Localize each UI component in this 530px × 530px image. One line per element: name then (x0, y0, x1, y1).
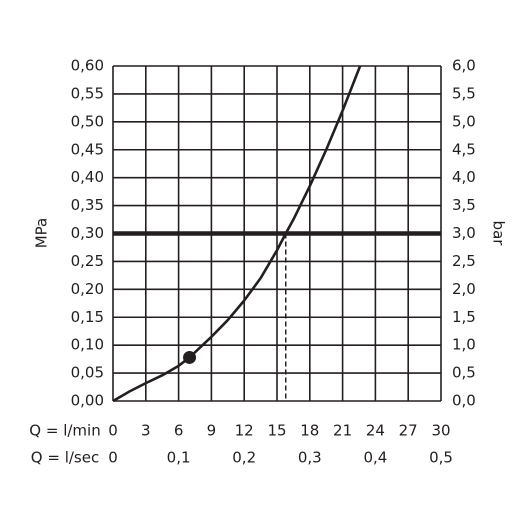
y-tick-label: 0,35 (71, 196, 104, 214)
y-tick-label: 0,00 (71, 392, 104, 410)
x2-tick-label: 0,2 (232, 449, 256, 467)
y2-tick-label: 5,0 (452, 112, 476, 130)
x-tick-label: 15 (267, 422, 286, 440)
y-tick-label: 0,40 (71, 168, 104, 186)
x2-tick-label: 0,1 (167, 449, 191, 467)
x2-tick-label: 0,3 (298, 449, 322, 467)
y-tick-label: 0,30 (71, 224, 104, 242)
y2-tick-label: 0,5 (452, 364, 476, 382)
y-tick-label: 0,05 (71, 364, 104, 382)
x2-tick-label: 0,4 (363, 449, 387, 467)
y2-tick-label: 1,5 (452, 308, 476, 326)
curve (112, 65, 362, 403)
x-tick-label: 6 (174, 422, 184, 440)
x-tick-label: 3 (141, 422, 151, 440)
y-tick-label: 0,15 (71, 308, 104, 326)
y2-tick-label: 2,0 (452, 280, 476, 298)
x-tick-label: 21 (333, 422, 352, 440)
point-marker (183, 350, 197, 364)
y2-tick-label: 5,5 (452, 84, 476, 102)
x-tick-label: 18 (300, 422, 319, 440)
x-tick-label: 12 (235, 422, 254, 440)
y-tick-label: 0,20 (71, 280, 104, 298)
x2-axis-title: Q = l/sec (31, 449, 99, 467)
y-tick-label: 0,45 (71, 140, 104, 158)
y2-tick-label: 4,5 (452, 140, 476, 158)
x2-tick-label: 0,5 (429, 449, 453, 467)
y-tick-label: 0,55 (71, 84, 104, 102)
y-tick-label: 0,60 (71, 57, 104, 75)
y2-tick-label: 3,5 (452, 196, 476, 214)
y-tick-label: 0,50 (71, 112, 104, 130)
y2-tick-label: 6,0 (452, 57, 476, 75)
y-axis-title: MPa (33, 218, 51, 249)
y-tick-label: 0,10 (71, 336, 104, 354)
y2-tick-label: 0,0 (452, 392, 476, 410)
y-tick-label: 0,25 (71, 252, 104, 270)
x2-tick-label: 0 (108, 449, 118, 467)
y2-tick-label: 3,0 (452, 224, 476, 242)
x-tick-label: 30 (431, 422, 450, 440)
x-tick-label: 9 (207, 422, 217, 440)
y2-tick-label: 4,0 (452, 168, 476, 186)
x-tick-label: 24 (366, 422, 385, 440)
x-tick-label: 0 (108, 422, 118, 440)
y2-tick-label: 2,5 (452, 252, 476, 270)
y2-tick-label: 1,0 (452, 336, 476, 354)
x-tick-label: 27 (399, 422, 418, 440)
x-axis-title: Q = l/min (29, 422, 100, 440)
y2-axis-title: bar (490, 221, 508, 247)
